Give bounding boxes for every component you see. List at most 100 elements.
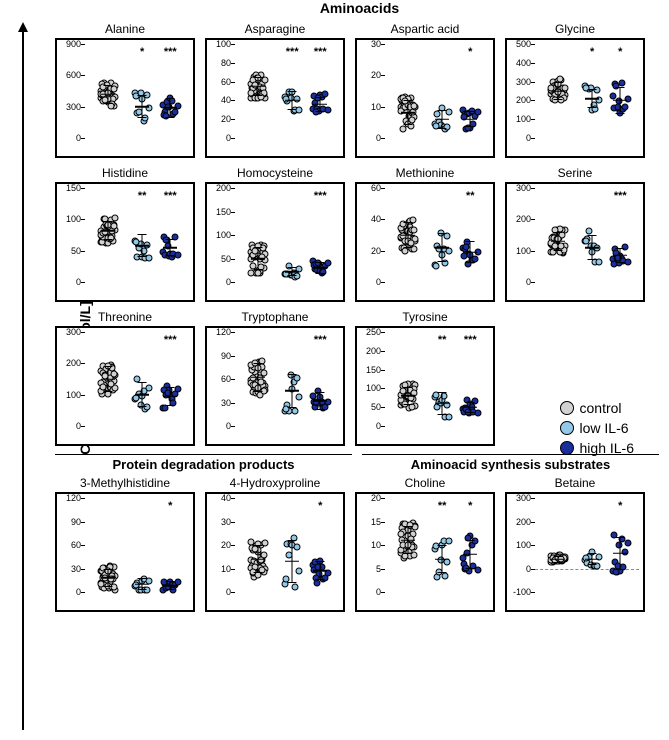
data-point	[111, 371, 118, 378]
chart-panel: Histidine050100150*****	[55, 166, 195, 302]
plot-area: ***	[535, 188, 639, 282]
data-point	[446, 414, 453, 421]
y-tick-label: 200	[516, 517, 531, 527]
mean-marker	[585, 247, 599, 249]
plot-area: *	[85, 498, 189, 592]
y-tick-label: 20	[371, 246, 381, 256]
mean-marker	[313, 267, 327, 269]
data-point	[444, 123, 451, 130]
data-point	[408, 122, 415, 129]
plot-area: *	[535, 498, 639, 592]
y-tick-label: 100	[66, 390, 81, 400]
data-point	[582, 237, 589, 244]
y-tick-label: 20	[371, 70, 381, 80]
data-point	[247, 269, 254, 276]
significance-marker: ***	[314, 46, 327, 58]
plot-area: *****	[85, 188, 189, 282]
panel-title: Tryptophane	[205, 310, 345, 324]
significance-marker: ***	[164, 46, 177, 58]
mean-marker	[313, 570, 327, 572]
mean-marker	[163, 585, 177, 587]
mean-marker	[135, 583, 149, 585]
mean-marker	[551, 241, 565, 243]
y-tick-label: 60	[371, 183, 381, 193]
plot-area: ***	[85, 332, 189, 426]
data-point	[624, 259, 631, 266]
scatter-chart: -1000100200300*	[505, 492, 645, 612]
y-tick-label: 250	[366, 327, 381, 337]
data-point	[461, 252, 468, 259]
mean-marker	[463, 118, 477, 120]
significance-marker: ***	[614, 190, 627, 202]
scatter-chart: 010203040*	[205, 492, 345, 612]
mean-marker	[401, 234, 415, 236]
y-tick-label: 90	[221, 351, 231, 361]
legend-dot	[560, 441, 574, 455]
mean-marker	[463, 554, 477, 556]
y-tick-label: 120	[66, 493, 81, 503]
y-tick-label: 100	[66, 214, 81, 224]
data-point	[104, 391, 111, 398]
mean-marker	[435, 247, 449, 249]
chart-row: Alanine0300600900****Asparagine020406080…	[50, 22, 669, 158]
scatter-chart: 050100150200250*****	[355, 326, 495, 446]
chart-panel: Serine0100200300***	[505, 166, 645, 302]
panel-title: Choline	[355, 476, 495, 490]
mean-marker	[163, 395, 177, 397]
significance-marker: **	[138, 190, 147, 202]
chart-panel: Glycine0100200300400500**	[505, 22, 645, 158]
scatter-chart: 0100200300***	[55, 326, 195, 446]
significance-marker: ***	[464, 334, 477, 346]
significance-marker: *	[590, 46, 594, 58]
data-point	[401, 247, 408, 254]
scatter-chart: 0204060**	[355, 182, 495, 302]
y-tick-label: -100	[513, 587, 531, 597]
chart-panel: 3-Methylhistidine0306090120*	[55, 476, 195, 612]
significance-marker: *	[618, 46, 622, 58]
y-tick-label: 50	[71, 246, 81, 256]
legend-item: high IL-6	[560, 440, 634, 456]
panel-title: Aspartic acid	[355, 22, 495, 36]
plot-area: *****	[385, 332, 489, 426]
chart-panel: Choline05101520***	[355, 476, 495, 612]
scatter-chart: 0306090120*	[55, 492, 195, 612]
data-point	[622, 103, 629, 110]
data-point	[174, 385, 181, 392]
significance-marker: ***	[314, 334, 327, 346]
significance-marker: *	[468, 500, 472, 512]
legend-item: control	[560, 400, 634, 416]
mean-marker	[613, 552, 627, 554]
plot-area: *	[235, 498, 339, 592]
y-tick-label: 30	[371, 39, 381, 49]
plot-area: ***	[235, 332, 339, 426]
significance-marker: *	[168, 500, 172, 512]
y-tick-label: 150	[216, 207, 231, 217]
data-point	[146, 384, 153, 391]
chart-row: 3-Methylhistidine0306090120*4-Hydroxypro…	[50, 476, 669, 612]
mean-marker	[101, 93, 115, 95]
mean-marker	[435, 558, 449, 560]
mean-marker	[251, 377, 265, 379]
data-point	[474, 409, 481, 416]
panel-title: Asparagine	[205, 22, 345, 36]
scatter-chart: 020406080100******	[205, 38, 345, 158]
significance-marker: ***	[164, 190, 177, 202]
y-tick-label: 300	[516, 493, 531, 503]
y-tick-label: 200	[66, 358, 81, 368]
data-point	[446, 538, 453, 545]
data-point	[132, 395, 139, 402]
mean-marker	[251, 86, 265, 88]
significance-marker: **	[466, 190, 475, 202]
data-point	[111, 223, 118, 230]
panel-title: Threonine	[55, 310, 195, 324]
mean-marker	[135, 245, 149, 247]
data-point	[296, 393, 303, 400]
y-tick-label: 600	[66, 70, 81, 80]
chart-panel: Betaine-1000100200300*	[505, 476, 645, 612]
legend: controllow IL-6high IL-6	[560, 400, 634, 460]
data-point	[397, 531, 404, 538]
scatter-chart: 0100200300400500**	[505, 38, 645, 158]
data-point	[432, 262, 439, 269]
data-point	[292, 407, 299, 414]
significance-marker: ***	[164, 334, 177, 346]
